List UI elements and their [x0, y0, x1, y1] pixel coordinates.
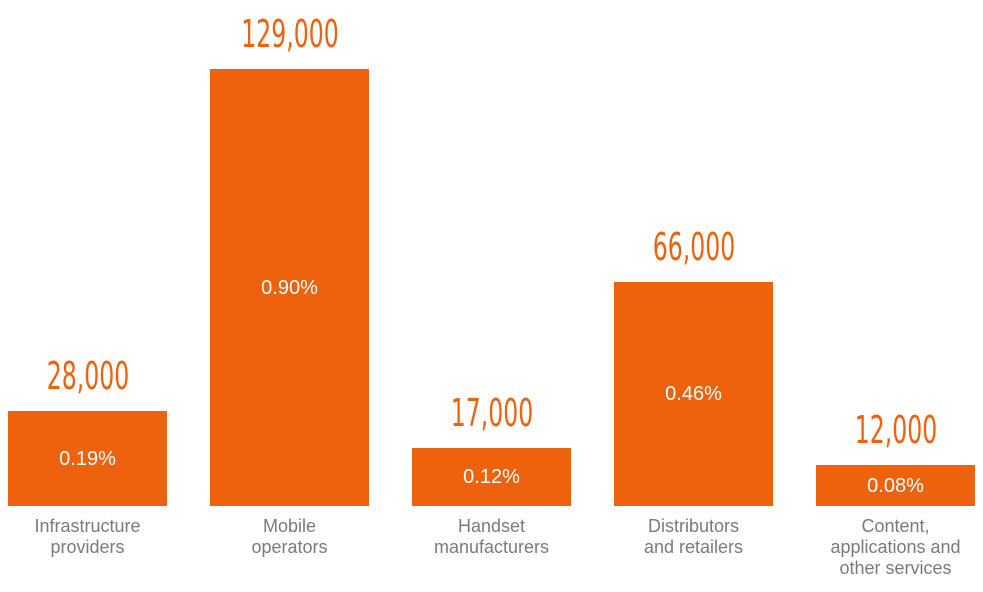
category-label: Mobile operators	[251, 516, 328, 557]
category-label: Infrastructure providers	[34, 516, 141, 557]
bar	[412, 448, 571, 506]
share-label: 0.12%	[463, 466, 520, 489]
value-label: 12,000	[854, 408, 937, 453]
share-label: 0.90%	[261, 276, 318, 299]
share-label: 0.46%	[665, 383, 722, 406]
value-label: 17,000	[450, 391, 533, 436]
bar	[816, 465, 975, 506]
value-label: 66,000	[652, 225, 735, 270]
share-label: 0.19%	[59, 447, 116, 470]
value-label: 129,000	[240, 12, 339, 56]
category-label: Distributors and retailers	[643, 516, 744, 557]
bar	[210, 69, 369, 506]
bar	[614, 282, 773, 506]
category-label: Handset manufacturers	[433, 516, 550, 557]
category-label: Content, applications and other services	[830, 516, 961, 578]
value-label: 28,000	[46, 354, 129, 399]
share-label: 0.08%	[867, 474, 924, 497]
bar	[8, 411, 167, 506]
